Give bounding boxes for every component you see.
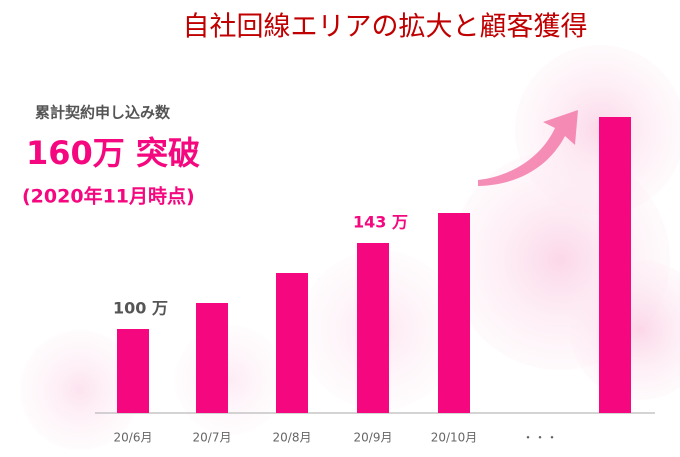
annotation: (2020年11月時点) <box>22 185 195 208</box>
bar <box>357 243 389 413</box>
value-label: 100 万 <box>113 299 168 318</box>
x-tick-label: 20/10月 <box>431 431 478 445</box>
value-label: 143 万 <box>353 213 408 232</box>
annotation: 160万 突破 <box>26 134 200 172</box>
chart-title: 自社回線エリアの拡大と顧客獲得 <box>183 12 588 43</box>
x-tick-label: ・・・ <box>522 431 558 445</box>
x-tick-label: 20/7月 <box>193 431 232 445</box>
x-tick-label: 20/6月 <box>114 431 153 445</box>
bar <box>276 273 308 413</box>
annotation: 累計契約申し込み数 <box>35 104 171 122</box>
x-tick-label: 20/9月 <box>354 431 393 445</box>
bar <box>196 303 228 413</box>
bar <box>438 213 470 413</box>
bar <box>117 329 149 413</box>
x-tick-label: 20/8月 <box>273 431 312 445</box>
trend-arrow <box>478 110 578 186</box>
bar <box>599 117 631 413</box>
